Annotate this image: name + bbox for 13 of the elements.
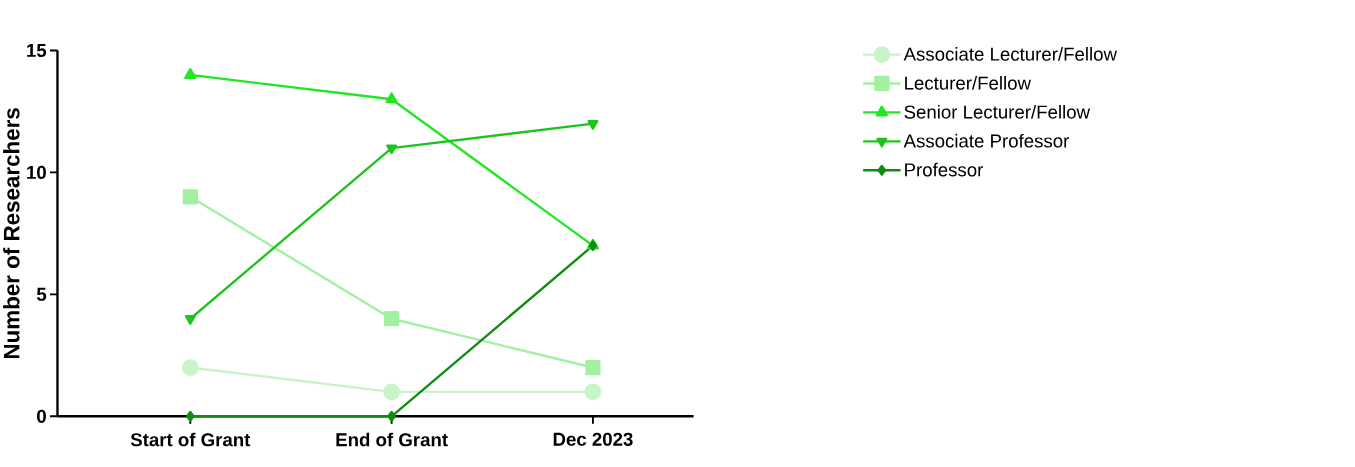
legend-label: Senior Lecturer/Fellow [904,105,1091,119]
legend-label: Lecturer/Fellow [905,76,1032,90]
legend-label: Associate Lecturer/Fellow [903,47,1118,61]
y-tick-label: 15 [27,44,47,58]
y-tick-label: 0 [37,409,46,423]
x-tick-label: Start of Grant [130,432,251,447]
x-tick-label: Dec 2023 [553,432,633,446]
y-axis-title: Number of Researchers [3,108,20,359]
legend-label: Professor [905,162,984,177]
y-tick-label: 10 [27,165,46,180]
x-tick-label: End of Grant [336,432,448,447]
y-tick-label: 5 [36,287,47,301]
legend-label: Associate Professor [903,133,1069,148]
